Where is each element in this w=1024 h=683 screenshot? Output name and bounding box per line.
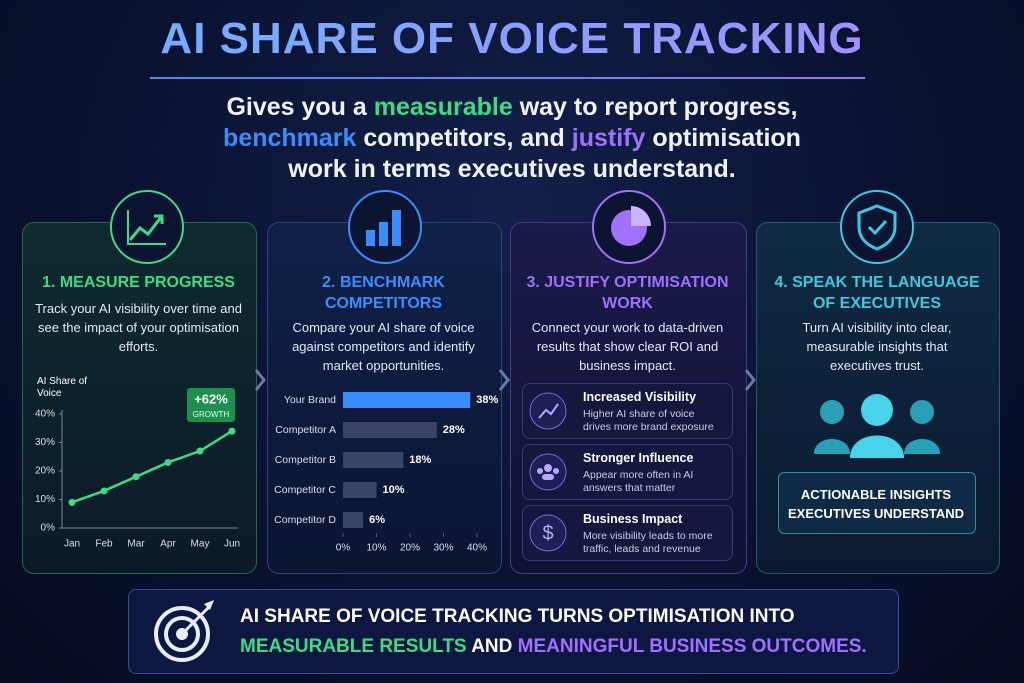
footer-highlight: MEASURABLE RESULTS (240, 636, 467, 657)
x-tick-label: 20% (400, 543, 420, 554)
icon-growth (110, 190, 184, 264)
value-label: 38% (476, 394, 498, 406)
card-heading: 1. MEASURE PROGRESS (42, 274, 235, 291)
subtitle-text: work in terms executives understand. (288, 155, 736, 183)
x-tick-label: Mar (127, 539, 145, 550)
footer (128, 589, 899, 674)
subtitle-highlight: measurable (373, 93, 513, 121)
value-label: 6% (369, 514, 385, 526)
x-tick-label: 30% (433, 543, 453, 554)
subtitle-highlight: justify (571, 124, 646, 152)
item-text: More visibility leads to more traffic, l… (583, 530, 713, 555)
insight-box (778, 472, 976, 534)
y-tick-label: 10% (35, 494, 55, 505)
card-text: Compare your AI share of voice against c… (292, 320, 475, 373)
card-heading: 3. JUSTIFY OPTIMISATION WORK (526, 274, 729, 312)
icon-bars (348, 190, 422, 264)
value-label: 10% (383, 484, 405, 496)
point (164, 458, 172, 466)
benefit-icons: $ (529, 392, 567, 552)
subtitle-text: optimisation (652, 124, 801, 152)
x-tick-label: 0% (336, 543, 351, 554)
x-tick-label: Apr (160, 539, 176, 550)
svg-text:$: $ (542, 522, 553, 544)
item-title: Increased Visibility (583, 390, 697, 404)
subtitle-text: Gives you a (226, 93, 367, 121)
item-text: Appear more often in AI answers that mat… (583, 469, 694, 494)
footer-text: AND (471, 636, 513, 657)
item-title: Stronger Influence (583, 451, 694, 465)
item-text: Higher AI share of voice drives more bra… (583, 408, 714, 433)
subtitle-text: way to report progress, (519, 93, 798, 121)
category-label: Competitor C (274, 484, 336, 496)
annotation-value: +62% (194, 391, 228, 406)
insight-text: ACTIONABLE INSIGHTS EXECUTIVES UNDERSTAN… (787, 487, 964, 521)
icon-pie (592, 190, 666, 264)
annotation-box (187, 388, 235, 422)
title-rule (150, 77, 865, 79)
line-series (71, 430, 233, 504)
category-label: Competitor D (274, 514, 336, 526)
card-heading: 2. BENCHMARK COMPETITORS (322, 274, 445, 312)
x-tick-label: Jun (224, 539, 240, 550)
bar (343, 482, 377, 498)
bar (343, 422, 437, 438)
card-text: Turn AI visibility into clear, measurabl… (802, 320, 952, 373)
point (228, 427, 236, 435)
bar (343, 392, 471, 408)
x-tick-label: Jan (64, 539, 80, 550)
item-title: Business Impact (583, 512, 683, 526)
bar (343, 512, 364, 528)
point (68, 498, 76, 506)
value-label: 28% (443, 424, 465, 436)
category-label: Competitor B (275, 454, 336, 466)
subtitle-highlight: benchmark (223, 124, 357, 152)
category-label: Your Brand (284, 394, 336, 406)
icon-shield (840, 190, 914, 264)
target-icon (154, 600, 214, 662)
x-tick-label: 10% (366, 543, 386, 554)
subtitle-text: competitors, and (363, 124, 565, 152)
y-tick-label: 40% (35, 409, 55, 420)
footer-line: MEASURABLE RESULTS AND MEANINGFUL BUSINE… (240, 633, 867, 661)
value-label: 18% (409, 454, 431, 466)
y-tick-label: 20% (35, 466, 55, 477)
people-icon (814, 394, 940, 458)
y-tick-label: 0% (41, 523, 56, 534)
point (100, 487, 108, 495)
card-text: Connect your work to data-driven results… (531, 320, 724, 373)
y-tick-label: 30% (35, 437, 55, 448)
footer-text: AI SHARE OF VOICE TRACKING TURNS OPTIMIS… (240, 606, 795, 627)
point (132, 473, 140, 481)
x-tick-label: 40% (467, 543, 487, 554)
footer-highlight: MEANINGFUL BUSINESS OUTCOMES. (517, 636, 867, 657)
subtitle: Gives you a measurable way to report pro… (0, 92, 1024, 185)
point (196, 447, 204, 455)
card-heading: 4. SPEAK THE LANGUAGE OF EXECUTIVES (774, 274, 980, 312)
x-tick-label: May (191, 539, 210, 550)
title: AI SHARE OF VOICE TRACKING (0, 14, 1024, 64)
bar (343, 452, 404, 468)
y-axis-title: AI Share of Voice (37, 376, 88, 399)
card-text: Track your AI visibility over time and s… (35, 301, 242, 354)
category-label: Competitor A (275, 424, 336, 436)
x-tick-label: Feb (95, 539, 113, 550)
annotation-label: GROWTH (193, 410, 230, 419)
